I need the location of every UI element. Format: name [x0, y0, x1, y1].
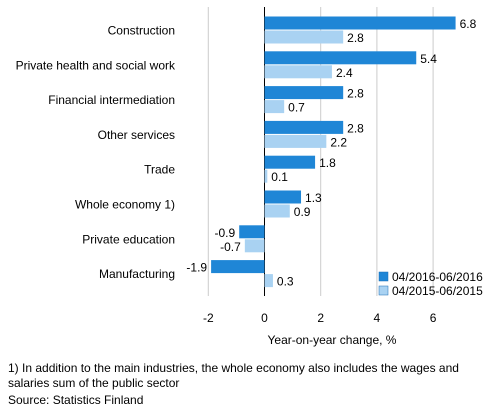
x-tick-label: -2	[203, 311, 214, 325]
data-label: 1.3	[305, 191, 322, 205]
category-label: Financial intermediation	[48, 93, 175, 107]
legend-swatch-1	[378, 271, 389, 282]
bar-s1	[211, 260, 265, 274]
category-label: Other services	[98, 128, 175, 142]
bar-s2	[264, 169, 268, 183]
data-label: -0.9	[215, 226, 236, 240]
category-label: Trade	[144, 163, 175, 177]
category-labels: Construction Private health and social wo…	[16, 24, 176, 282]
data-label: 2.8	[347, 31, 364, 45]
x-tick-label: 6	[430, 311, 437, 325]
source-note: Source: Statistics Finland	[8, 393, 144, 407]
bar-s1	[239, 225, 265, 239]
bar-s1	[264, 51, 417, 65]
data-label: -1.9	[186, 261, 207, 275]
bar-s1	[264, 155, 316, 169]
bar-s1	[264, 86, 344, 100]
data-label: 0.9	[294, 205, 311, 219]
grid-lines	[207, 7, 434, 296]
legend-label-1: 04/2016-06/2016	[392, 270, 483, 284]
category-label: Private education	[82, 232, 175, 246]
data-label: 0.3	[277, 275, 294, 289]
category-label: Whole economy 1)	[75, 198, 175, 212]
data-label: 6.8	[460, 17, 477, 31]
x-tick-label: 2	[317, 311, 324, 325]
data-label: -0.7	[220, 240, 241, 254]
data-label: 2.8	[347, 87, 364, 101]
bar-s2	[264, 30, 344, 44]
x-tick-label: 0	[261, 311, 268, 325]
bar-s2	[264, 204, 290, 218]
data-label: 2.2	[330, 135, 347, 149]
x-tick-labels: -2 0 2 4 6	[203, 311, 437, 325]
bar-s2	[264, 134, 327, 148]
legend-swatch-2	[378, 285, 389, 296]
x-axis-label: Year-on-year change, %	[268, 333, 397, 347]
bar-s1	[264, 120, 344, 134]
category-label: Construction	[108, 24, 175, 38]
bar-s1	[264, 16, 456, 30]
bar-chart: 6.82.85.42.42.80.72.82.21.80.11.30.9-0.9…	[16, 7, 483, 347]
category-label: Private health and social work	[16, 58, 176, 72]
x-tick-label: 4	[374, 311, 381, 325]
data-label: 2.8	[347, 121, 364, 135]
bars: 6.82.85.42.42.80.72.82.21.80.11.30.9-0.9…	[186, 16, 477, 289]
data-label: 5.4	[420, 52, 437, 66]
data-label: 0.1	[271, 170, 288, 184]
bar-s2	[264, 274, 273, 288]
legend-label-2: 04/2015-06/2015	[392, 284, 483, 298]
data-label: 2.4	[336, 66, 353, 80]
data-label: 0.7	[288, 101, 305, 115]
data-label: 1.8	[319, 156, 336, 170]
bar-s2	[244, 239, 265, 253]
category-label: Manufacturing	[99, 267, 175, 281]
footnote: 1) In addition to the main industries, t…	[8, 361, 459, 390]
bar-s2	[264, 100, 285, 114]
bar-s1	[264, 190, 302, 204]
bar-s2	[264, 65, 332, 79]
